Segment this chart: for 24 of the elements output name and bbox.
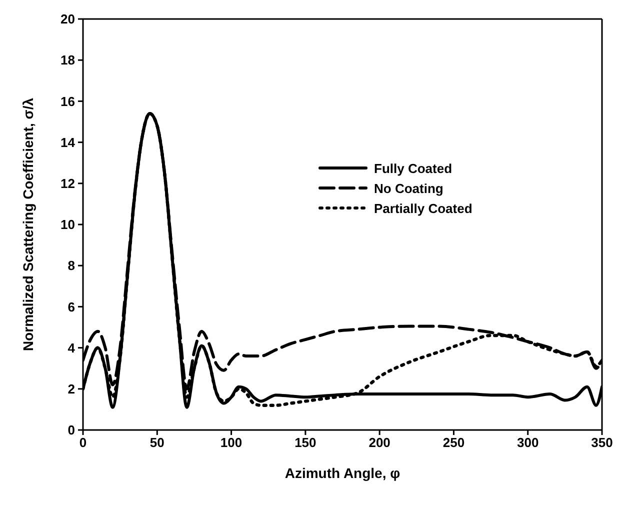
y-tick-label: 20 (60, 12, 75, 27)
legend-label: No Coating (374, 180, 444, 196)
legend-label: Fully Coated (374, 160, 452, 176)
legend-label: Partially Coated (374, 200, 472, 216)
y-tick-label: 16 (60, 94, 75, 109)
x-tick-label: 350 (591, 435, 613, 450)
x-axis-title: Azimuth Angle, φ (284, 465, 400, 481)
y-tick-label: 2 (68, 382, 75, 397)
y-tick-label: 18 (60, 52, 75, 68)
y-tick-label: 12 (60, 176, 75, 192)
y-tick-label: 0 (68, 422, 75, 438)
x-tick-label: 200 (368, 435, 390, 450)
y-tick-label: 14 (60, 134, 76, 150)
y-axis-title: Normalized Scattering Coefficient, σ/λ (20, 98, 36, 352)
x-tick-label: 250 (442, 435, 465, 450)
y-tick-label: 8 (68, 258, 75, 274)
x-tick-label: 100 (220, 435, 242, 450)
x-tick-label: 300 (517, 435, 539, 450)
y-tick-label: 4 (68, 340, 76, 356)
x-tick-label: 150 (294, 435, 316, 450)
x-tick-label: 50 (150, 435, 164, 450)
x-tick-label: 0 (79, 435, 87, 450)
y-tick-label: 6 (68, 299, 75, 314)
y-tick-label: 10 (60, 217, 75, 232)
